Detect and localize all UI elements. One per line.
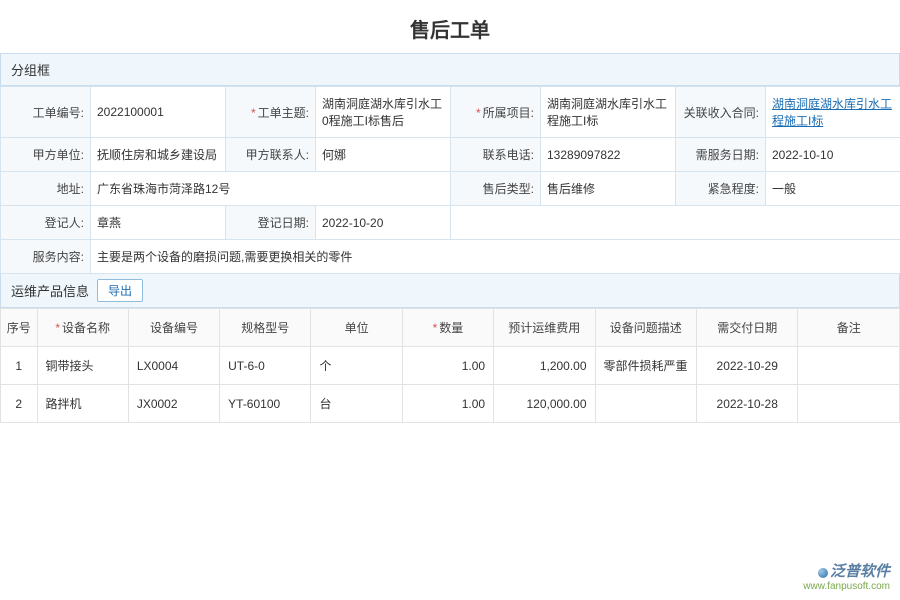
- label-content: 服务内容:: [1, 240, 91, 274]
- cell-seq: 2: [1, 385, 38, 423]
- label-address: 地址:: [1, 172, 91, 206]
- value-after-type: 售后维修: [541, 172, 676, 206]
- label-subject: 工单主题:: [226, 87, 316, 138]
- cell-issue: [595, 385, 696, 423]
- cell-remark: [798, 347, 900, 385]
- cell-unit: 台: [311, 385, 402, 423]
- value-address: 广东省珠海市菏泽路12号: [91, 172, 451, 206]
- cell-qty: 1.00: [402, 347, 493, 385]
- table-row: 2路拌机JX0002YT-60100台1.00120,000.00 2022-10…: [1, 385, 900, 423]
- cell-issue: 零部件损耗严重: [595, 347, 696, 385]
- product-section-title: 运维产品信息: [11, 281, 89, 300]
- th-remark: 备注: [798, 309, 900, 347]
- th-issue: 设备问题描述: [595, 309, 696, 347]
- cell-name: 铜带接头: [37, 347, 128, 385]
- value-registrar: 章燕: [91, 206, 226, 240]
- value-phone: 13289097822: [541, 138, 676, 172]
- watermark: 泛普软件 www.fanpusoft.com: [803, 560, 890, 592]
- label-service-date: 需服务日期:: [676, 138, 766, 172]
- th-seq: 序号: [1, 309, 38, 347]
- cell-cost: 120,000.00: [494, 385, 595, 423]
- th-unit: 单位: [311, 309, 402, 347]
- label-urgency: 紧急程度:: [676, 172, 766, 206]
- value-project: 湖南洞庭湖水库引水工程施工I标: [541, 87, 676, 138]
- value-reg-date: 2022-10-20: [316, 206, 451, 240]
- th-qty: 数量: [402, 309, 493, 347]
- work-order-form: 工单编号: 2022100001 工单主题: 湖南洞庭湖水库引水工0程施工I标售…: [0, 86, 900, 274]
- th-code: 设备编号: [128, 309, 219, 347]
- th-due: 需交付日期: [696, 309, 797, 347]
- product-table: 序号 设备名称 设备编号 规格型号 单位 数量 预计运维费用 设备问题描述 需交…: [0, 308, 900, 423]
- value-contract: 湖南洞庭湖水库引水工程施工I标: [766, 87, 900, 138]
- label-project: 所属项目:: [451, 87, 541, 138]
- watermark-url: www.fanpusoft.com: [803, 581, 890, 592]
- value-subject: 湖南洞庭湖水库引水工0程施工I标售后: [316, 87, 451, 138]
- cell-code: JX0002: [128, 385, 219, 423]
- label-party-a: 甲方单位:: [1, 138, 91, 172]
- label-party-a-contact: 甲方联系人:: [226, 138, 316, 172]
- cell-cost: 1,200.00: [494, 347, 595, 385]
- contract-link[interactable]: 湖南洞庭湖水库引水工程施工I标: [772, 97, 892, 128]
- cell-due: 2022-10-28: [696, 385, 797, 423]
- watermark-brand: 泛普软件: [830, 563, 890, 580]
- label-registrar: 登记人:: [1, 206, 91, 240]
- cell-name: 路拌机: [37, 385, 128, 423]
- product-section-bar: 运维产品信息 导出: [0, 274, 900, 308]
- cell-spec: UT-6-0: [220, 347, 311, 385]
- cell-code: LX0004: [128, 347, 219, 385]
- cell-qty: 1.00: [402, 385, 493, 423]
- cell-due: 2022-10-29: [696, 347, 797, 385]
- group-box-header: 分组框: [0, 53, 900, 86]
- value-service-date: 2022-10-10: [766, 138, 900, 172]
- th-spec: 规格型号: [220, 309, 311, 347]
- value-party-a-contact: 何娜: [316, 138, 451, 172]
- value-content: 主要是两个设备的磨损问题,需要更换相关的零件: [91, 240, 900, 274]
- label-order-no: 工单编号:: [1, 87, 91, 138]
- th-name: 设备名称: [37, 309, 128, 347]
- label-phone: 联系电话:: [451, 138, 541, 172]
- empty-cell: [451, 206, 900, 240]
- label-reg-date: 登记日期:: [226, 206, 316, 240]
- th-cost: 预计运维费用: [494, 309, 595, 347]
- value-party-a: 抚顺住房和城乡建设局: [91, 138, 226, 172]
- value-order-no: 2022100001: [91, 87, 226, 138]
- logo-icon: [818, 568, 828, 578]
- cell-remark: [798, 385, 900, 423]
- label-contract: 关联收入合同:: [676, 87, 766, 138]
- table-header-row: 序号 设备名称 设备编号 规格型号 单位 数量 预计运维费用 设备问题描述 需交…: [1, 309, 900, 347]
- cell-spec: YT-60100: [220, 385, 311, 423]
- label-after-type: 售后类型:: [451, 172, 541, 206]
- cell-unit: 个: [311, 347, 402, 385]
- cell-seq: 1: [1, 347, 38, 385]
- page-title: 售后工单: [0, 0, 900, 53]
- table-row: 1铜带接头LX0004UT-6-0个1.001,200.00零部件损耗严重202…: [1, 347, 900, 385]
- value-urgency: 一般: [766, 172, 900, 206]
- export-button[interactable]: 导出: [97, 279, 143, 302]
